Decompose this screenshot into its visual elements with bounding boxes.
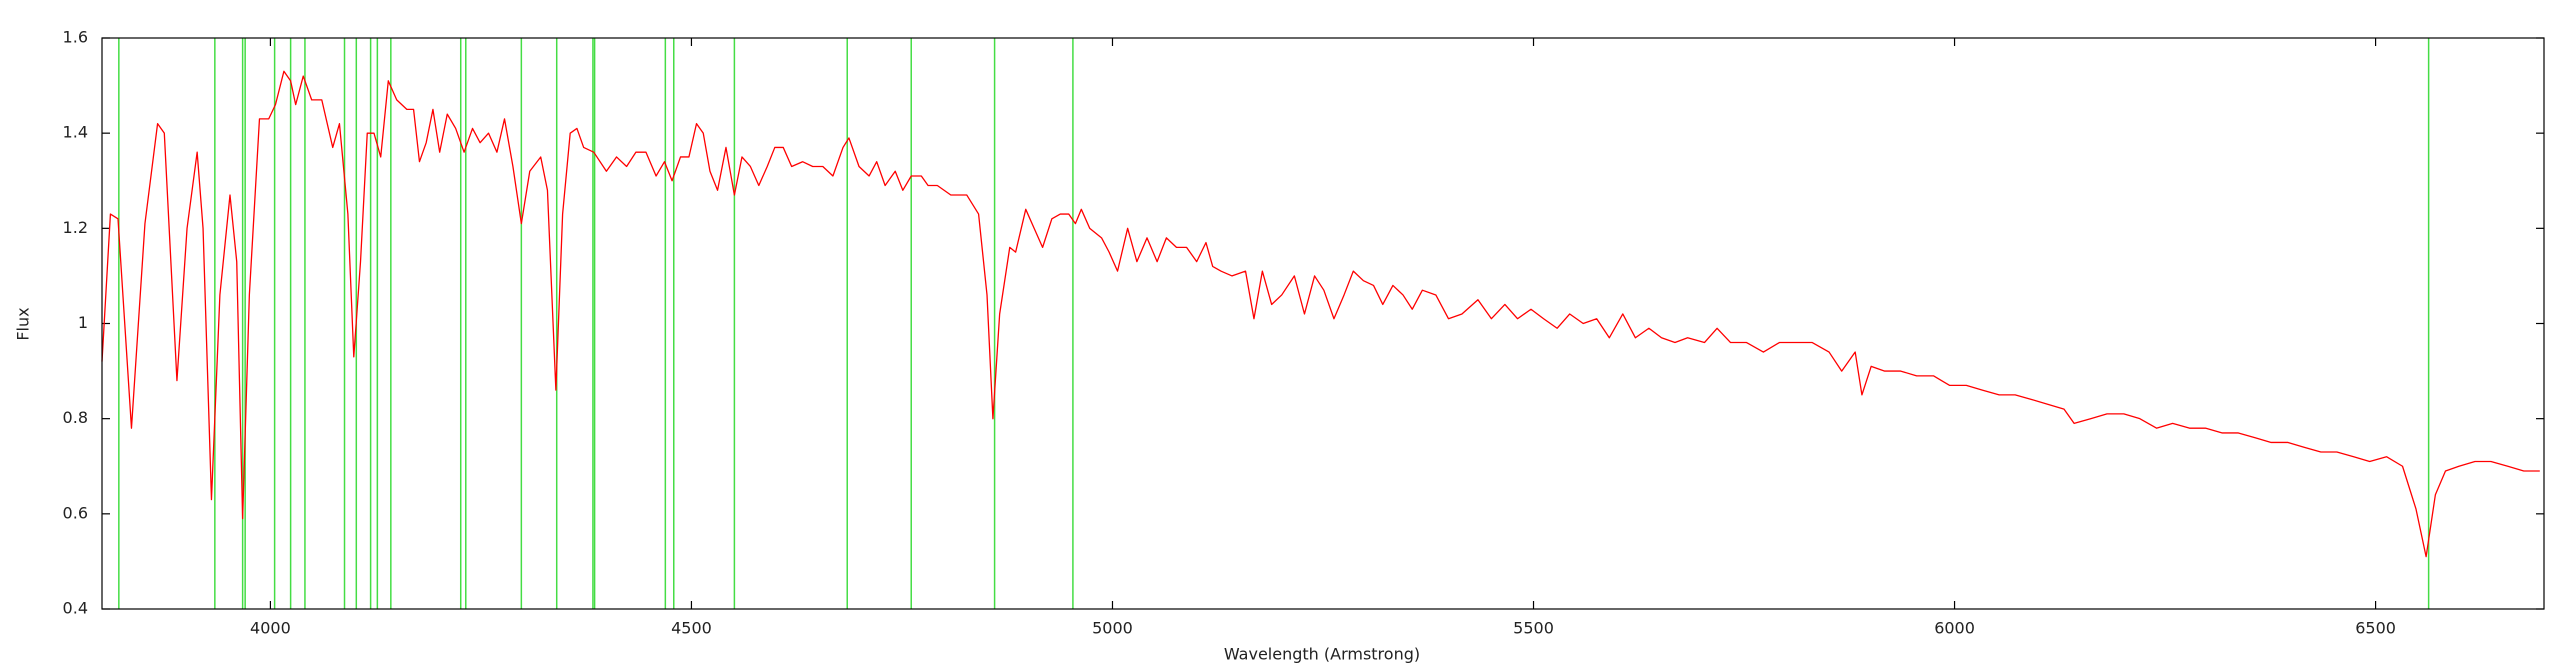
- x-tick-label: 5000: [1092, 619, 1133, 638]
- plot-frame: [101, 37, 2545, 610]
- x-axis-label: Wavelength (Armstrong): [1224, 645, 1420, 664]
- y-tick-label: 1.6: [63, 28, 88, 47]
- y-tick-label: 1: [78, 313, 88, 332]
- y-tick-label: 1.2: [63, 218, 88, 237]
- y-tick-label: 1.4: [63, 123, 88, 142]
- spectrum-line: [101, 70, 2540, 558]
- x-tick-label: 4000: [250, 619, 291, 638]
- y-tick-label: 0.6: [63, 503, 88, 522]
- y-tick-label: 0.8: [63, 408, 88, 427]
- y-axis-label: Flux: [14, 307, 33, 340]
- x-tick-label: 4500: [671, 619, 712, 638]
- x-tick-label: 5500: [1513, 619, 1554, 638]
- x-tick-label: 6500: [2355, 619, 2396, 638]
- x-tick-label: 6000: [1934, 619, 1975, 638]
- y-tick-label: 0.4: [63, 599, 88, 618]
